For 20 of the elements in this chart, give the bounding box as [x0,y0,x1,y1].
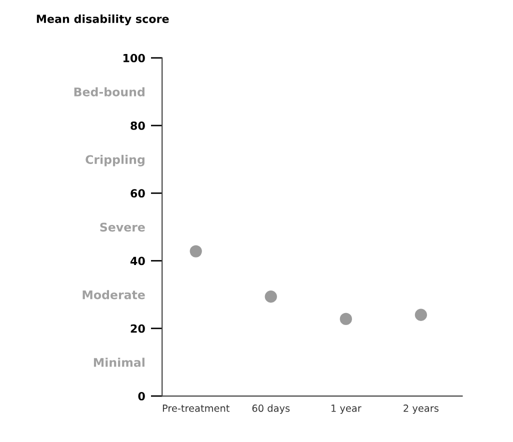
y-tick-label: 40 [130,256,145,266]
x-tick-label: Pre-treatment [162,404,230,412]
x-tick-label: 2 years [404,404,438,414]
y-tick-label: Severe [100,222,145,232]
y-tick-label: Crippling [86,154,144,166]
point [190,245,202,258]
y-tick-label: Minimal [94,358,144,367]
y-tick-label: 60 [130,189,145,198]
point [414,308,428,321]
y-tick-label: 20 [130,324,145,333]
y-tick-label: 80 [130,122,145,130]
x-tick-label: 1 year [332,404,362,414]
y-axis-title: Mean disability score [36,14,169,26]
y-tick-label: 100 [124,54,145,62]
point [340,312,352,326]
point [264,290,277,303]
y-tick-label: Moderate [82,290,145,300]
y-tick-label: Bed-bound [74,87,144,96]
x-tick-label: 60 days [252,404,290,414]
y-tick-label: 0 [138,392,145,400]
